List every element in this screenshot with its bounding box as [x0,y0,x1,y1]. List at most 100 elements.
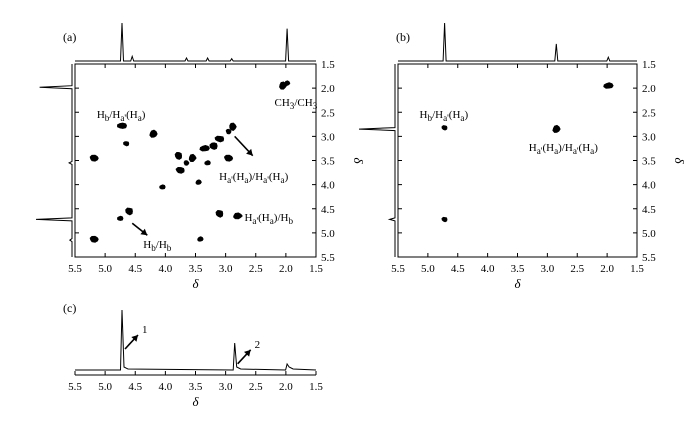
b-x-tick-label: 3.5 [511,263,525,275]
a-cross-peak [125,207,133,216]
panel-label-c: (c) [63,301,76,315]
a-cross-peak [117,215,124,221]
a-top-projection [75,22,316,62]
panel-label-b: (b) [396,30,410,44]
a-x-tick-label: 3.5 [189,263,203,275]
a-x-tick-label: 2.0 [279,263,293,275]
a-cross-peak [197,236,204,242]
a-annotation: Ha'(Ha)/Hb [244,212,294,227]
c-x-tick-label: 3.0 [219,381,233,393]
a-arrow-head [246,148,253,156]
b-left-projection [358,64,396,257]
b-annotation-text: Ha'(Ha)/Ha'(Ha) [528,142,598,157]
a-x-tick-label: 5.0 [98,263,112,275]
a-annotation-text: CH3/CH3 [274,96,318,111]
b-y-axis: 1.5 2.0 2.5 3.0 3.5 4.0 4.5 5.0 5.5 [398,59,656,264]
c-peak-arrow [124,334,139,350]
b-x-tick-label: 5.5 [391,263,405,275]
a-cross-peak [279,81,288,90]
a-cross-peak [89,154,99,162]
c-peak-label: 1 [142,324,148,336]
a-arrow-head [140,228,148,236]
b-y-tick-label: 4.5 [642,204,656,216]
a-x-tick-label: 2.5 [249,263,263,275]
a-cross-peak [183,160,190,166]
a-y-tick-label: 1.5 [321,59,335,71]
b-plot-frame [397,63,638,258]
c-x-tick-label: 2.5 [249,381,263,393]
b-cross-peak [441,216,448,223]
b-y-tick-label: 2.5 [642,107,656,119]
c-plot-area [75,310,316,375]
c-x-tick-label: 2.0 [279,381,293,393]
c-peak-label: 2 [255,339,261,351]
a-annotation-text: Ha'(Ha)/Ha'(Ha) [219,171,289,186]
a-y-tick-label: 4.5 [321,204,335,216]
a-annotation: Hb/Hb [143,238,172,254]
b-y-tick-label: 3.5 [642,156,656,168]
a-annotation-text: Hb/Hb [143,238,172,254]
a-annotation: Hb/Ha'(Ha) [97,109,146,123]
b-y-tick-label: 3.0 [642,131,656,143]
b-y-tick-label: 4.0 [642,180,656,192]
a-y-tick-label: 3.5 [321,156,335,168]
c-peak-arrow-head [244,349,251,357]
panel-label-a: (a) [63,30,76,44]
b-x-tick-label: 1.5 [630,263,644,275]
b-y-axis-label: δ [672,157,687,164]
a-cross-peak [123,141,130,147]
a-y-axis: 1.5 2.0 2.5 3.0 3.5 4.0 4.5 5.0 5.5 [75,59,335,264]
b-x-tick-label: 5.0 [421,263,435,275]
b-x-tick-label: 4.0 [481,263,495,275]
panel-b-cosy-map: 5.5 5.0 4.5 4.0 3.5 3.0 2.5 2.0 1.5 δ 1.5 2.0 2.5 3.0… [358,22,687,291]
panel-a-cosy-map: 5.5 5.0 4.5 4.0 3.5 3.0 2.5 2.0 1.5 δ 1.5 2.0 2.5 3.0… [35,22,366,291]
a-cross-peak [188,153,197,163]
b-y-tick-label: 5.0 [642,228,656,240]
a-y-axis-label: δ [351,157,366,164]
b-annotation: Ha'(Ha)/Ha'(Ha) [528,142,598,157]
a-y-tick-label: 3.0 [321,131,335,143]
a-cross-peak [175,166,185,174]
b-annotation: Hb/Ha'(Ha) [419,108,469,123]
c-peak-arrow-head [131,335,138,342]
a-annotation: Ha'(Ha)/Ha'(Ha) [219,171,289,186]
a-cross-peak [199,144,210,152]
b-x-axis: 5.5 5.0 4.5 4.0 3.5 3.0 2.5 2.0 1.5 [391,64,644,275]
b-cross-peak [552,124,561,133]
b-y-tick-label: 1.5 [642,59,656,71]
c-x-tick-label: 1.5 [309,381,323,393]
a-cross-peak [195,179,202,185]
a-cross-peak [223,154,234,162]
a-cross-peak [89,235,99,243]
c-x-tick-label: 4.5 [128,381,142,393]
a-annotation-text: Ha'(Ha)/Hb [244,212,294,227]
a-cross-peak [209,142,218,150]
b-top-projection [398,22,637,62]
c-x-tick-label: 4.0 [159,381,173,393]
a-cross-peak [225,128,232,135]
c-x-axis-label: δ [192,394,199,409]
b-annotation-text: Hb/Ha'(Ha) [419,108,469,123]
a-cross-peak [215,209,224,218]
a-left-projection [35,64,73,257]
a-cross-peak [233,212,243,220]
b-cross-peak [441,125,448,131]
a-y-tick-label: 2.0 [321,83,335,95]
c-x-tick-label: 5.5 [68,381,82,393]
a-y-tick-label: 5.5 [321,252,335,264]
a-x-tick-label: 4.0 [159,263,173,275]
c-x-tick-label: 3.5 [189,381,203,393]
a-arrow [131,222,148,236]
a-cross-peak [149,129,158,138]
b-y-tick-label: 2.0 [642,83,656,95]
a-cross-peak [159,184,166,190]
a-x-tick-label: 5.5 [68,263,82,275]
a-arrow [234,135,254,157]
a-x-tick-label: 4.5 [128,263,142,275]
panel-c-1d-spectrum: 5.5 5.0 4.5 4.0 3.5 3.0 2.5 2.0 1.5 δ 1 2 [68,309,323,409]
b-cross-peak [603,82,614,89]
a-cross-peak [117,122,128,129]
b-x-tick-label: 2.5 [570,263,584,275]
a-y-tick-label: 5.0 [321,228,335,240]
